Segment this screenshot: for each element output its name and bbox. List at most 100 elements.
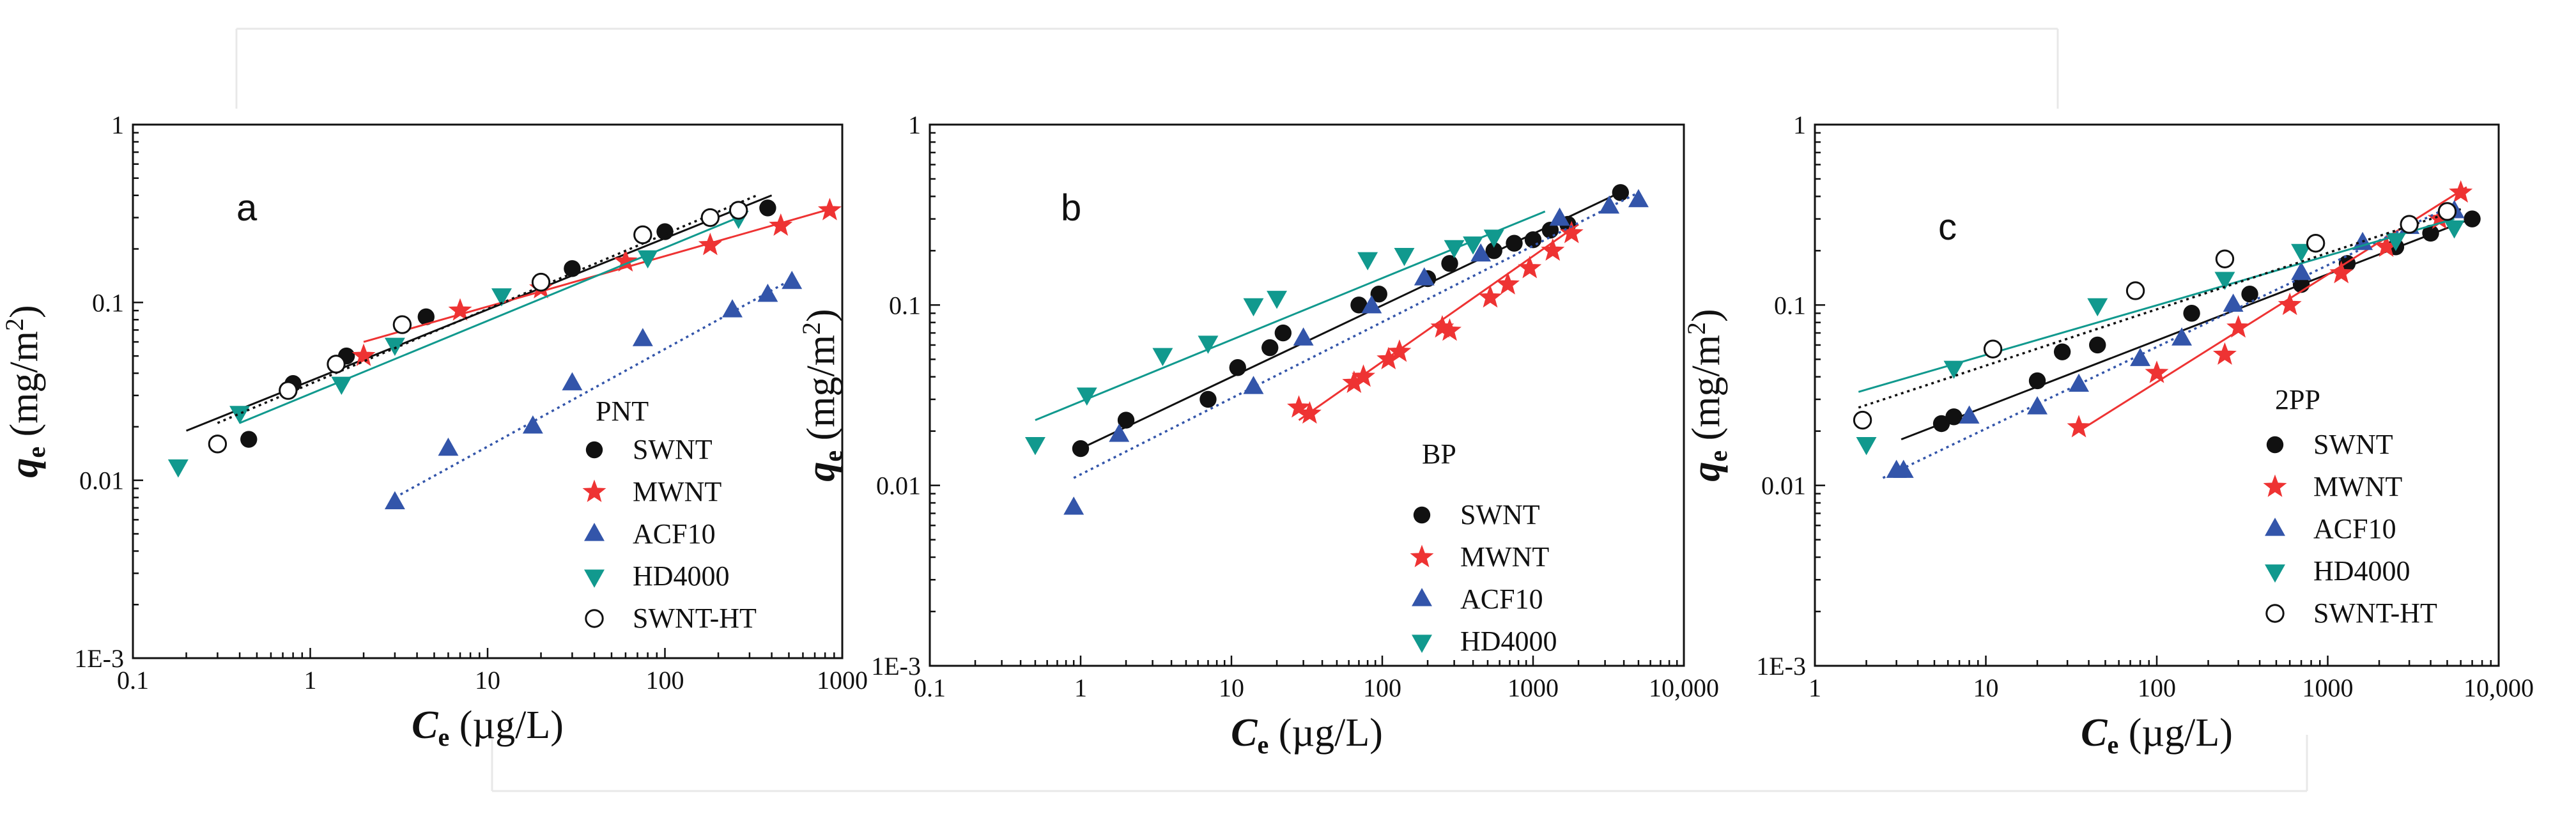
data-point-mwnt	[1438, 318, 1462, 341]
x-axis-subscript: e	[1257, 730, 1269, 759]
legend-entry-acf10: ACF10	[633, 518, 716, 550]
data-point-hd4000	[1943, 360, 1964, 380]
data-point-mwnt	[2212, 342, 2237, 365]
data-point-swnt-ht	[1853, 410, 1872, 430]
x-axis-symbol: C	[412, 704, 438, 747]
series-mwnt	[351, 197, 842, 366]
data-point-swnt	[2464, 210, 2481, 227]
data-point-hd4000	[2444, 220, 2465, 239]
y-tick-label: 1	[1793, 111, 1806, 139]
legend-entry-hd4000: HD4000	[2313, 555, 2410, 587]
y-tick-label: 1	[111, 111, 124, 139]
data-point-swnt-ht	[2215, 249, 2235, 268]
data-point-acf10	[1414, 267, 1435, 286]
data-point-mwnt	[817, 197, 842, 220]
series-hd4000	[1024, 210, 1546, 456]
chart-panel-c: 1 10 100 1000 10,000 1E-3 0.01 0.1 1 Ce (µg/L) qe …	[1682, 111, 2534, 759]
series-acf10	[384, 270, 803, 510]
x-axis-label: Ce (µg/L)	[1231, 711, 1383, 759]
fit-line-hd4000	[239, 214, 745, 424]
data-point-swnt	[2422, 224, 2439, 242]
legend-marker-acf10	[2265, 518, 2285, 536]
data-point-acf10	[2130, 348, 2151, 366]
y-axis-unit-close: )	[1685, 309, 1728, 322]
y-axis-subscript: e	[22, 447, 50, 458]
legend-entry-swnt-ht: SWNT-HT	[2313, 597, 2437, 629]
x-tick-label: 1	[304, 666, 317, 695]
data-point-swnt	[1072, 440, 1090, 458]
x-axis-subscript: e	[438, 723, 449, 751]
y-tick-label: 0.1	[1774, 291, 1806, 319]
legend-entry-mwnt: MWNT	[2313, 471, 2402, 502]
data-point-swnt-ht	[392, 315, 412, 334]
data-point-swnt-ht	[700, 208, 720, 227]
data-point-swnt	[1945, 408, 1963, 426]
data-point-swnt	[1612, 184, 1630, 201]
y-axis-unit: (mg/m	[799, 335, 843, 450]
data-point-acf10	[1293, 327, 1314, 346]
data-point-swnt-ht	[2306, 233, 2325, 253]
data-point-acf10	[1063, 496, 1084, 515]
data-point-acf10	[1599, 195, 1620, 214]
y-axis-symbol: q	[1685, 462, 1728, 482]
data-point-mwnt	[1478, 285, 1502, 308]
data-point-mwnt	[2145, 360, 2169, 383]
data-point-swnt	[1350, 296, 1368, 314]
data-point-mwnt	[769, 213, 793, 236]
legend-entry-hd4000: HD4000	[1460, 626, 1557, 657]
data-point-hd4000	[1076, 387, 1097, 406]
series-hd4000	[1856, 218, 2465, 456]
data-point-acf10	[722, 299, 743, 318]
data-point-mwnt	[2067, 415, 2091, 438]
x-tick-label: 10,000	[1649, 673, 1719, 702]
series-hd4000	[167, 210, 749, 478]
data-point-swnt	[1506, 235, 1523, 252]
data-point-swnt	[759, 199, 776, 217]
data-point-swnt	[1261, 339, 1279, 357]
series-swnt-ht	[208, 194, 758, 454]
data-point-acf10	[2027, 396, 2048, 415]
data-point-mwnt	[2278, 292, 2302, 316]
legend-marker-mwnt	[2263, 474, 2287, 497]
y-tick-label: 0.1	[889, 291, 921, 319]
data-point-swnt-ht	[279, 381, 298, 400]
legend-marker-mwnt	[1410, 544, 1434, 567]
data-point-acf10	[1243, 376, 1264, 394]
panel-letter: a	[236, 187, 258, 229]
x-tick-label: 1000	[1508, 673, 1559, 702]
data-point-swnt-ht	[2125, 281, 2145, 300]
y-axis-unit-close: )	[799, 309, 843, 322]
legend-marker-swnt-ht	[585, 609, 604, 628]
x-tick-label: 0.1	[117, 666, 149, 695]
y-axis-symbol: q	[799, 462, 843, 482]
data-point-swnt-ht	[2437, 202, 2457, 221]
data-point-mwnt	[1518, 256, 1542, 279]
data-point-acf10	[1893, 459, 1914, 478]
data-point-hd4000	[2385, 233, 2406, 252]
legend-marker-hd4000	[584, 569, 605, 588]
panel-letter: b	[1061, 187, 1081, 229]
data-point-hd4000	[491, 288, 512, 307]
legend-entry-swnt-ht: SWNT-HT	[633, 603, 757, 634]
fit-line-acf10	[1073, 191, 1639, 479]
data-point-swnt	[564, 260, 581, 277]
y-tick-label: 1E-3	[74, 644, 124, 673]
data-point-hd4000	[1856, 437, 1877, 456]
data-point-swnt	[2089, 336, 2106, 354]
data-point-swnt	[240, 431, 258, 448]
data-point-hd4000	[1243, 298, 1264, 317]
legend-entry-swnt: SWNT	[1460, 499, 1540, 530]
y-tick-label: 0.01	[79, 466, 124, 495]
x-tick-label: 100	[646, 666, 684, 695]
y-axis-symbol: q	[3, 458, 46, 478]
data-point-swnt	[1441, 255, 1458, 272]
legend-marker-acf10	[584, 523, 605, 541]
data-point-hd4000	[331, 376, 352, 396]
y-tick-label: 1	[908, 111, 921, 139]
y-tick-label: 0.01	[1761, 472, 1806, 500]
data-point-mwnt	[1297, 401, 1322, 424]
data-point-swnt	[1932, 415, 1950, 433]
data-point-acf10	[632, 328, 653, 346]
data-point-hd4000	[167, 459, 189, 478]
data-point-mwnt	[2449, 180, 2473, 203]
